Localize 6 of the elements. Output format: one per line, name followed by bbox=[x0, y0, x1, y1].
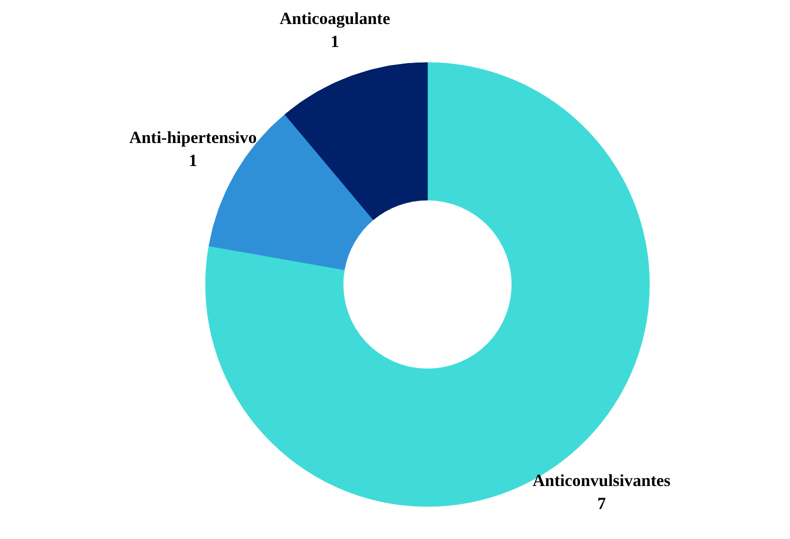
data-label: 1 bbox=[330, 32, 340, 51]
data-label: 1 bbox=[188, 150, 198, 170]
slice-label: Anticoagulante bbox=[280, 9, 391, 28]
slice-label: Anti-hipertensivo bbox=[129, 128, 257, 148]
data-label: 7 bbox=[597, 494, 606, 513]
slice-label: Anticonvulsivantes bbox=[532, 471, 671, 490]
